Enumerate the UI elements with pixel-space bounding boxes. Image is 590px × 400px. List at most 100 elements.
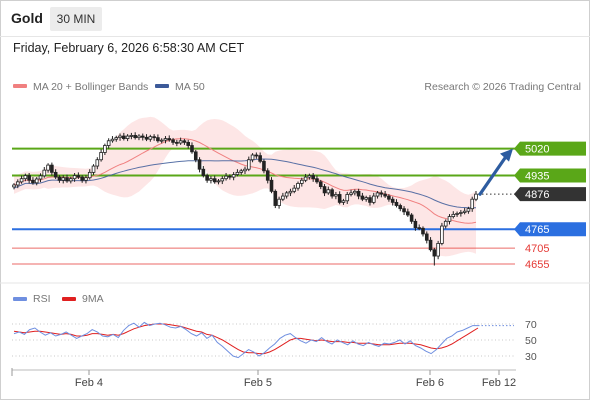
candle-body [235, 171, 240, 175]
candle [360, 192, 365, 202]
x-tick-label: Feb 12 [482, 377, 516, 389]
credit-label: Research © 2026 Trading Central [424, 81, 581, 93]
candle [284, 191, 289, 199]
candle-body [443, 220, 448, 227]
candle [383, 191, 387, 198]
candle [80, 175, 84, 183]
candle [69, 176, 73, 184]
candle [182, 138, 187, 145]
candle [246, 156, 251, 172]
candle [178, 137, 183, 145]
timeframe-button[interactable]: 30 MIN [50, 7, 102, 31]
candle-body [281, 195, 285, 200]
candle [262, 159, 266, 174]
candle [402, 206, 406, 215]
candle [447, 214, 452, 225]
candle-body [413, 220, 418, 229]
candle [379, 190, 384, 198]
candle-body [288, 190, 293, 194]
candle-body [402, 208, 406, 213]
candle-body [447, 216, 452, 222]
candle-body [80, 176, 84, 181]
candle-body [243, 168, 247, 172]
ma20-legend-label: MA 20 + Bollinger Bands [33, 81, 148, 93]
candle [353, 189, 357, 196]
candle [15, 179, 20, 189]
candle-body [205, 175, 209, 181]
candle [239, 168, 244, 175]
candle-body [239, 170, 244, 173]
candle-body [95, 159, 100, 167]
candle [421, 226, 425, 237]
candle [12, 183, 16, 190]
candle [122, 132, 126, 141]
candle [356, 188, 361, 200]
candle [337, 191, 342, 205]
candle [209, 176, 213, 184]
candle [273, 189, 278, 209]
candle-body [300, 179, 304, 184]
candle [50, 162, 54, 176]
candle [106, 138, 111, 149]
candle [31, 177, 35, 185]
candle [303, 173, 308, 183]
candle-body [110, 138, 115, 142]
candle-body [167, 138, 172, 141]
candle-body [231, 174, 236, 178]
candle-body [311, 175, 315, 180]
candle-body [87, 171, 92, 179]
candle [95, 157, 100, 170]
candle-body [31, 179, 35, 184]
candle [371, 192, 376, 205]
candle [125, 134, 130, 142]
candle [413, 218, 418, 231]
candle-body [345, 194, 350, 202]
rsi-ma-line [13, 323, 479, 355]
candle [91, 164, 96, 175]
candle [156, 134, 160, 143]
candle-body [228, 175, 232, 178]
candle-body [322, 186, 327, 194]
candle [277, 196, 281, 209]
candle-body [212, 178, 217, 183]
candle [368, 195, 372, 206]
candle-body [38, 175, 43, 180]
candle [133, 132, 137, 140]
candle [265, 168, 270, 184]
candle-body [182, 140, 187, 143]
candle [231, 172, 236, 181]
candle [345, 191, 350, 204]
candle-body [129, 135, 134, 137]
candle-body [114, 137, 119, 140]
candle-body [330, 189, 334, 197]
candle-body [466, 208, 471, 212]
candle [300, 177, 304, 187]
rsi-panel: 70 50 30 [12, 319, 537, 363]
candle-body [303, 176, 308, 181]
candle-body [341, 200, 346, 203]
candle-body [57, 176, 62, 181]
candle-body [152, 136, 156, 139]
candle [440, 222, 444, 246]
candle [205, 173, 209, 183]
candle-body [19, 178, 24, 183]
candle [417, 224, 421, 231]
candle-body [398, 205, 403, 210]
candle-body [65, 177, 69, 182]
main-legend: MA 20 + Bollinger Bands MA 50 Research ©… [13, 81, 581, 93]
ma50-legend-label: MA 50 [175, 81, 205, 93]
x-tick-label: Feb 4 [75, 377, 103, 389]
level-tag-4876 [514, 187, 586, 202]
x-tick-label: Feb 5 [244, 377, 272, 389]
rsi-tick-50: 50 [525, 335, 537, 347]
candle [462, 208, 467, 215]
candle-body [91, 165, 96, 173]
bollinger-bands [14, 116, 476, 257]
candle [38, 173, 43, 183]
candle [34, 177, 39, 186]
candle [216, 179, 221, 185]
candle [19, 175, 24, 184]
candle [148, 134, 153, 142]
ma20-legend-swatch [13, 84, 27, 88]
candle-body [163, 138, 168, 141]
